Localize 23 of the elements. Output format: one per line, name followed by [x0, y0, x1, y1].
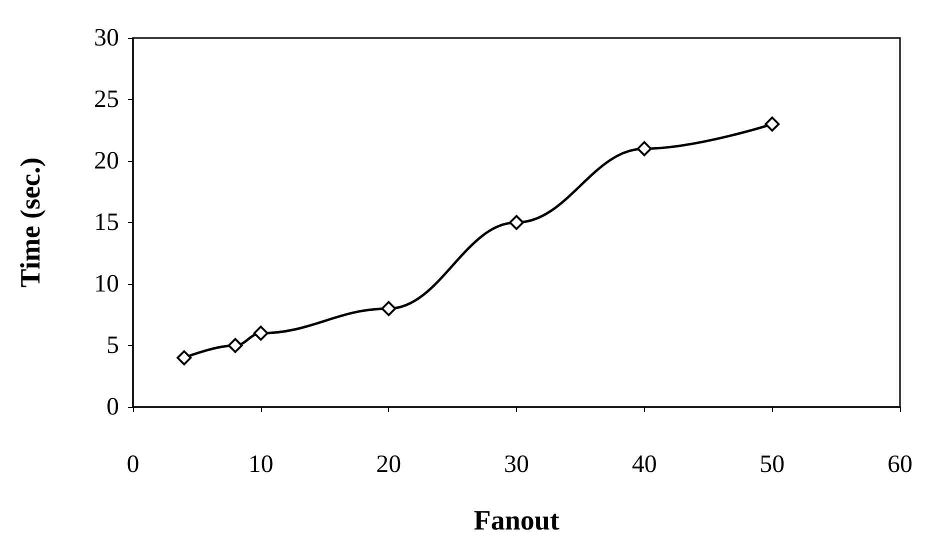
x-tick-label: 40 — [632, 451, 657, 478]
x-tick-label: 10 — [248, 451, 274, 478]
x-axis-title: Fanout — [474, 506, 560, 536]
y-axis-title: Time (sec.) — [16, 157, 46, 288]
x-tick-label: 60 — [888, 451, 912, 478]
point — [509, 215, 524, 230]
y-tick-label: 10 — [94, 270, 119, 298]
y-tick-label: 5 — [106, 332, 119, 359]
x-tick-label: 20 — [376, 451, 402, 478]
point — [228, 338, 243, 353]
point — [381, 301, 396, 316]
y-tick-label: 25 — [94, 86, 119, 113]
point — [176, 350, 192, 366]
point — [764, 116, 780, 132]
point — [253, 326, 268, 341]
point — [636, 141, 652, 156]
y-tick-label: 15 — [94, 209, 119, 236]
y-tick-label: 30 — [94, 24, 119, 52]
x-tick-label: 50 — [760, 451, 785, 478]
x-tick-label: 30 — [504, 451, 529, 478]
y-tick-label: 0 — [106, 394, 119, 420]
y-tick-label: 20 — [94, 148, 119, 174]
x-tick-label: 0 — [126, 451, 140, 478]
